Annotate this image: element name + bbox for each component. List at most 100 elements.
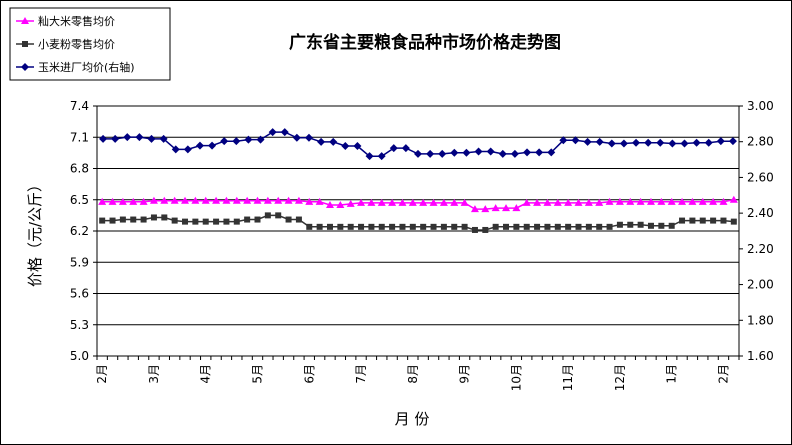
data-point (208, 141, 217, 150)
data-point (667, 197, 676, 205)
data-point (606, 223, 613, 230)
y-tick-label: 7.1 (70, 130, 89, 144)
data-point (699, 217, 706, 224)
data-point (111, 134, 120, 143)
data-point (275, 212, 282, 219)
data-point (367, 198, 376, 206)
data-point (341, 142, 350, 150)
data-point (491, 204, 500, 212)
data-point (294, 196, 303, 204)
data-point (534, 223, 541, 230)
data-point (408, 198, 417, 206)
data-point (644, 138, 653, 147)
data-point (233, 218, 240, 225)
data-point (147, 134, 156, 143)
y2-tick-label: 2.20 (747, 242, 774, 256)
x-tick-label: 12月 (613, 364, 627, 391)
data-point (596, 223, 603, 230)
data-point (99, 217, 106, 224)
data-point (336, 200, 345, 208)
data-point (512, 204, 521, 212)
data-point (474, 147, 483, 156)
data-point (220, 137, 229, 146)
data-point (680, 139, 689, 148)
data-point (182, 218, 189, 225)
data-point (222, 196, 231, 204)
data-point (274, 196, 283, 204)
data-point (399, 223, 406, 230)
data-point (689, 217, 696, 224)
data-point (729, 195, 738, 203)
data-point (584, 198, 593, 206)
data-point (254, 216, 261, 223)
data-point (159, 134, 168, 143)
data-point (171, 217, 178, 224)
data-point (481, 205, 490, 213)
data-point (438, 149, 447, 158)
data-point (460, 198, 469, 206)
legend-swatch-marker (21, 17, 29, 24)
data-point (503, 223, 510, 230)
data-point (264, 212, 271, 219)
data-point (728, 137, 737, 146)
data-point (263, 196, 272, 204)
data-point (704, 138, 713, 147)
data-point (471, 226, 478, 233)
data-point (486, 147, 495, 156)
data-point (440, 223, 447, 230)
data-point (426, 149, 435, 158)
data-point (565, 223, 572, 230)
data-point (389, 223, 396, 230)
data-point (140, 216, 147, 223)
data-point (439, 198, 448, 206)
y2-tick-label: 2.00 (747, 278, 774, 292)
x-tick-label: 7月 (354, 364, 368, 384)
data-point (719, 197, 728, 205)
data-point (462, 148, 471, 157)
data-point (710, 217, 717, 224)
data-point (232, 196, 241, 204)
data-point (414, 149, 422, 158)
data-point (688, 197, 697, 205)
y-tick-label: 5.9 (70, 255, 89, 269)
data-point (358, 223, 365, 230)
data-point (543, 198, 552, 206)
data-point (292, 133, 301, 142)
x-tick-label: 8月 (406, 364, 420, 384)
data-point (658, 222, 665, 229)
data-point (316, 223, 323, 230)
series-2 (99, 212, 737, 233)
data-point (646, 197, 655, 205)
data-point (730, 218, 737, 225)
data-point (160, 196, 169, 204)
y-axis-label: 价格（元/公斤） (26, 177, 44, 287)
data-point (668, 139, 677, 148)
data-point (223, 218, 230, 225)
data-point (627, 221, 634, 228)
data-point (559, 136, 568, 145)
legend-swatch-marker (21, 63, 29, 71)
data-point (679, 217, 686, 224)
data-point (668, 222, 675, 229)
data-point (564, 198, 573, 206)
data-point (213, 218, 220, 225)
x-tick-label: 9月 (458, 364, 472, 384)
data-point (553, 198, 562, 206)
data-point (398, 198, 407, 206)
legend-label: 小麦粉零售均价 (38, 37, 115, 51)
data-point (326, 223, 333, 230)
data-point (202, 218, 209, 225)
y2-tick-label: 1.80 (747, 313, 774, 327)
data-point (419, 198, 428, 206)
data-point (533, 198, 542, 206)
chart-title: 广东省主要粮食品种市场价格走势图 (289, 32, 561, 53)
data-point (170, 196, 179, 204)
y2-tick-label: 2.80 (747, 135, 774, 149)
y-tick-label: 5.0 (70, 349, 89, 363)
data-point (678, 197, 687, 205)
data-point (304, 133, 313, 142)
data-point (365, 152, 374, 161)
y2-tick-label: 3.00 (747, 99, 774, 113)
